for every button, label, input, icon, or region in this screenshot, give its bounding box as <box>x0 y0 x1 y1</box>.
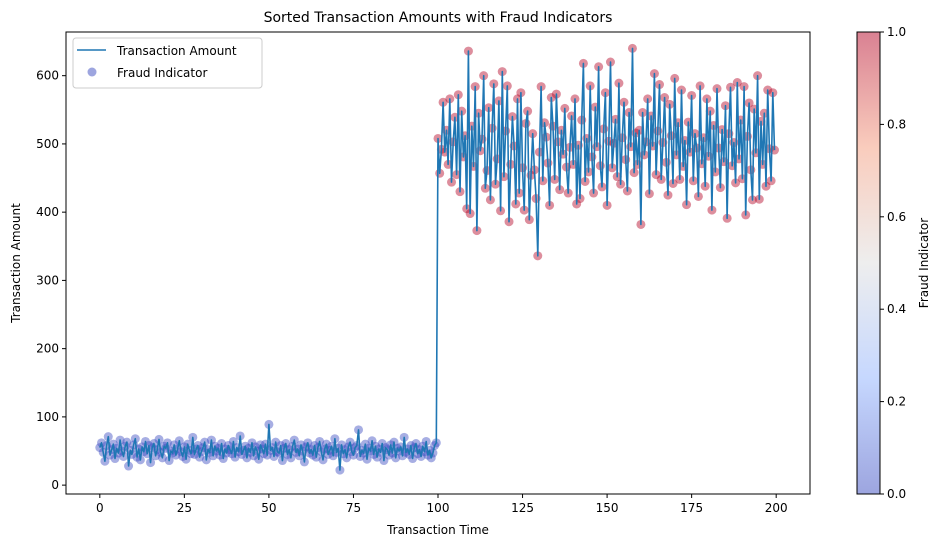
colorbar-frame <box>856 31 881 495</box>
chart-title: Sorted Transaction Amounts with Fraud In… <box>264 10 613 26</box>
colorbar-label: Fraud Indicator <box>917 218 931 308</box>
x-tick-label: 150 <box>596 501 619 515</box>
colorbar-ticks: 0.0 0.2 0.4 0.6 0.8 1.0 <box>880 25 906 501</box>
y-tick-label: 600 <box>36 69 59 83</box>
y-axis-ticks: 0 100 200 300 400 500 600 <box>36 69 66 492</box>
colorbar-tick-label: 0.6 <box>887 210 906 224</box>
y-tick-label: 400 <box>36 205 59 219</box>
colorbar-gradient <box>857 32 880 494</box>
x-axis-ticks: 0 25 50 75 100 125 150 175 200 <box>96 494 788 515</box>
colorbar-tick-label: 0.8 <box>887 117 906 131</box>
y-tick-label: 100 <box>36 410 59 424</box>
plot-area <box>65 31 811 495</box>
colorbar-tick-label: 0.2 <box>887 395 906 409</box>
colorbar-tick-label: 0.0 <box>887 487 906 501</box>
y-tick-label: 0 <box>51 478 59 492</box>
colorbar-tick-label: 0.4 <box>887 302 906 316</box>
x-tick-label: 25 <box>177 501 192 515</box>
legend-box <box>72 37 263 89</box>
legend: Transaction Amount Fraud Indicator <box>72 37 263 89</box>
legend-circle-icon <box>87 67 97 77</box>
x-tick-label: 100 <box>427 501 450 515</box>
y-tick-label: 200 <box>36 342 59 356</box>
x-tick-label: 0 <box>96 501 104 515</box>
transaction-amount-line <box>99 47 776 471</box>
colorbar: 0.0 0.2 0.4 0.6 0.8 1.0 Fraud Indicator <box>856 25 931 501</box>
x-tick-label: 75 <box>346 501 361 515</box>
x-tick-label: 50 <box>261 501 276 515</box>
x-tick-label: 175 <box>680 501 703 515</box>
colorbar-tick-label: 1.0 <box>887 25 906 39</box>
y-axis-label: Transaction Amount <box>9 203 23 324</box>
x-tick-label: 200 <box>765 501 788 515</box>
legend-label-fraud: Fraud Indicator <box>117 66 207 80</box>
legend-label-amount: Transaction Amount <box>116 44 237 58</box>
x-tick-label: 125 <box>511 501 534 515</box>
y-tick-label: 300 <box>36 273 59 287</box>
x-axis-label: Transaction Time <box>386 523 489 537</box>
y-tick-label: 500 <box>36 137 59 151</box>
